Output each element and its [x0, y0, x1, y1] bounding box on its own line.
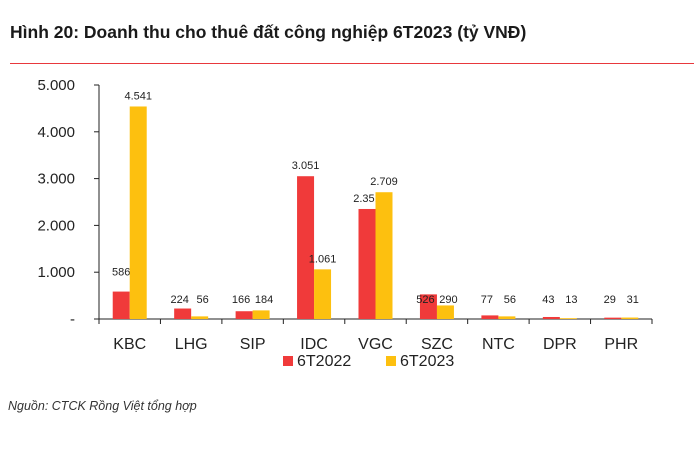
- y-tick-label: 5.000: [37, 77, 75, 94]
- bar-sip-6t2023: [252, 310, 270, 319]
- data-label: 31: [627, 294, 639, 306]
- x-category-label: SIP: [240, 336, 266, 353]
- legend-label-6t2022: 6T2022: [297, 353, 351, 370]
- bar-vgc-6t2023: [375, 192, 393, 319]
- x-category-label: NTC: [482, 336, 515, 353]
- title-divider: [10, 63, 694, 64]
- data-label: 43: [542, 294, 554, 306]
- data-label: 224: [170, 294, 188, 306]
- data-label: 13: [565, 294, 577, 306]
- x-category-label: SZC: [421, 336, 453, 353]
- bar-kbc-6t2023: [129, 106, 147, 319]
- bar-lhg-6t2022: [174, 308, 192, 319]
- x-category-label: LHG: [175, 336, 208, 353]
- data-label: 1.061: [309, 253, 337, 265]
- bar-dpr-6t2023: [559, 318, 577, 319]
- data-label: 586: [112, 267, 130, 279]
- data-label: 184: [255, 294, 273, 306]
- data-label: 526: [416, 294, 434, 306]
- legend-swatch-6t2023: [386, 356, 396, 366]
- bar-szc-6t2022: [419, 294, 437, 319]
- x-category-label: IDC: [300, 336, 328, 353]
- x-category-label: PHR: [604, 336, 638, 353]
- y-tick-label: 2.000: [37, 217, 75, 234]
- data-label: 77: [481, 294, 493, 306]
- legend-swatch-6t2022: [283, 356, 293, 366]
- x-category-label: KBC: [113, 336, 146, 353]
- data-label: 290: [439, 294, 457, 306]
- legend-label-6t2023: 6T2023: [400, 353, 454, 370]
- y-tick-label: -: [70, 311, 75, 328]
- bar-phr-6t2022: [604, 317, 622, 319]
- bar-dpr-6t2022: [542, 316, 560, 319]
- y-tick-label: 1.000: [37, 264, 75, 281]
- data-label: 166: [232, 294, 250, 306]
- y-tick-label: 3.000: [37, 171, 75, 188]
- bar-idc-6t2023: [314, 269, 332, 319]
- data-label: 56: [197, 294, 209, 306]
- data-label: 2.351: [353, 193, 381, 205]
- data-label: 2.709: [370, 176, 398, 188]
- data-label: 4.541: [124, 90, 152, 102]
- data-label: 3.051: [292, 160, 320, 172]
- bar-kbc-6t2022: [112, 291, 130, 319]
- y-tick-label: 4.000: [37, 124, 75, 141]
- bar-ntc-6t2023: [498, 316, 516, 319]
- x-category-label: DPR: [543, 336, 577, 353]
- bar-sip-6t2022: [235, 311, 253, 319]
- bar-idc-6t2022: [297, 176, 315, 319]
- data-label: 29: [604, 294, 616, 306]
- chart-title: Hình 20: Doanh thu cho thuê đất công ngh…: [10, 22, 527, 42]
- bar-ntc-6t2022: [481, 315, 499, 319]
- bar-lhg-6t2023: [191, 316, 209, 319]
- data-label: 56: [504, 294, 516, 306]
- x-category-label: VGC: [358, 336, 393, 353]
- bar-vgc-6t2022: [358, 208, 376, 319]
- bar-szc-6t2023: [436, 305, 454, 319]
- bar-phr-6t2023: [621, 317, 639, 319]
- source-note: Nguồn: CTCK Rồng Việt tổng hợp: [8, 399, 197, 413]
